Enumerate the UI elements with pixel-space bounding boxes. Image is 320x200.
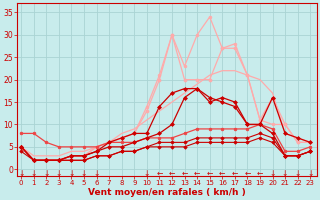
Text: ↓: ↓ xyxy=(144,169,150,178)
Text: ↓: ↓ xyxy=(18,169,24,178)
Text: ↓: ↓ xyxy=(294,169,301,178)
Text: ↓: ↓ xyxy=(81,169,87,178)
Text: ←: ← xyxy=(257,169,263,178)
Text: ↓: ↓ xyxy=(43,169,50,178)
Text: ←: ← xyxy=(169,169,175,178)
Text: ←: ← xyxy=(156,169,163,178)
Text: ↓: ↓ xyxy=(282,169,288,178)
Text: ←: ← xyxy=(194,169,200,178)
Text: ↓: ↓ xyxy=(93,169,100,178)
Text: ←: ← xyxy=(219,169,226,178)
Text: ←: ← xyxy=(206,169,213,178)
Text: ↓: ↓ xyxy=(307,169,313,178)
Text: ←: ← xyxy=(244,169,251,178)
X-axis label: Vent moyen/en rafales ( km/h ): Vent moyen/en rafales ( km/h ) xyxy=(88,188,246,197)
Text: ←: ← xyxy=(232,169,238,178)
Text: ↓: ↓ xyxy=(56,169,62,178)
Text: ↓: ↓ xyxy=(30,169,37,178)
Text: ↓: ↓ xyxy=(68,169,75,178)
Text: ←: ← xyxy=(181,169,188,178)
Text: ↓: ↓ xyxy=(269,169,276,178)
